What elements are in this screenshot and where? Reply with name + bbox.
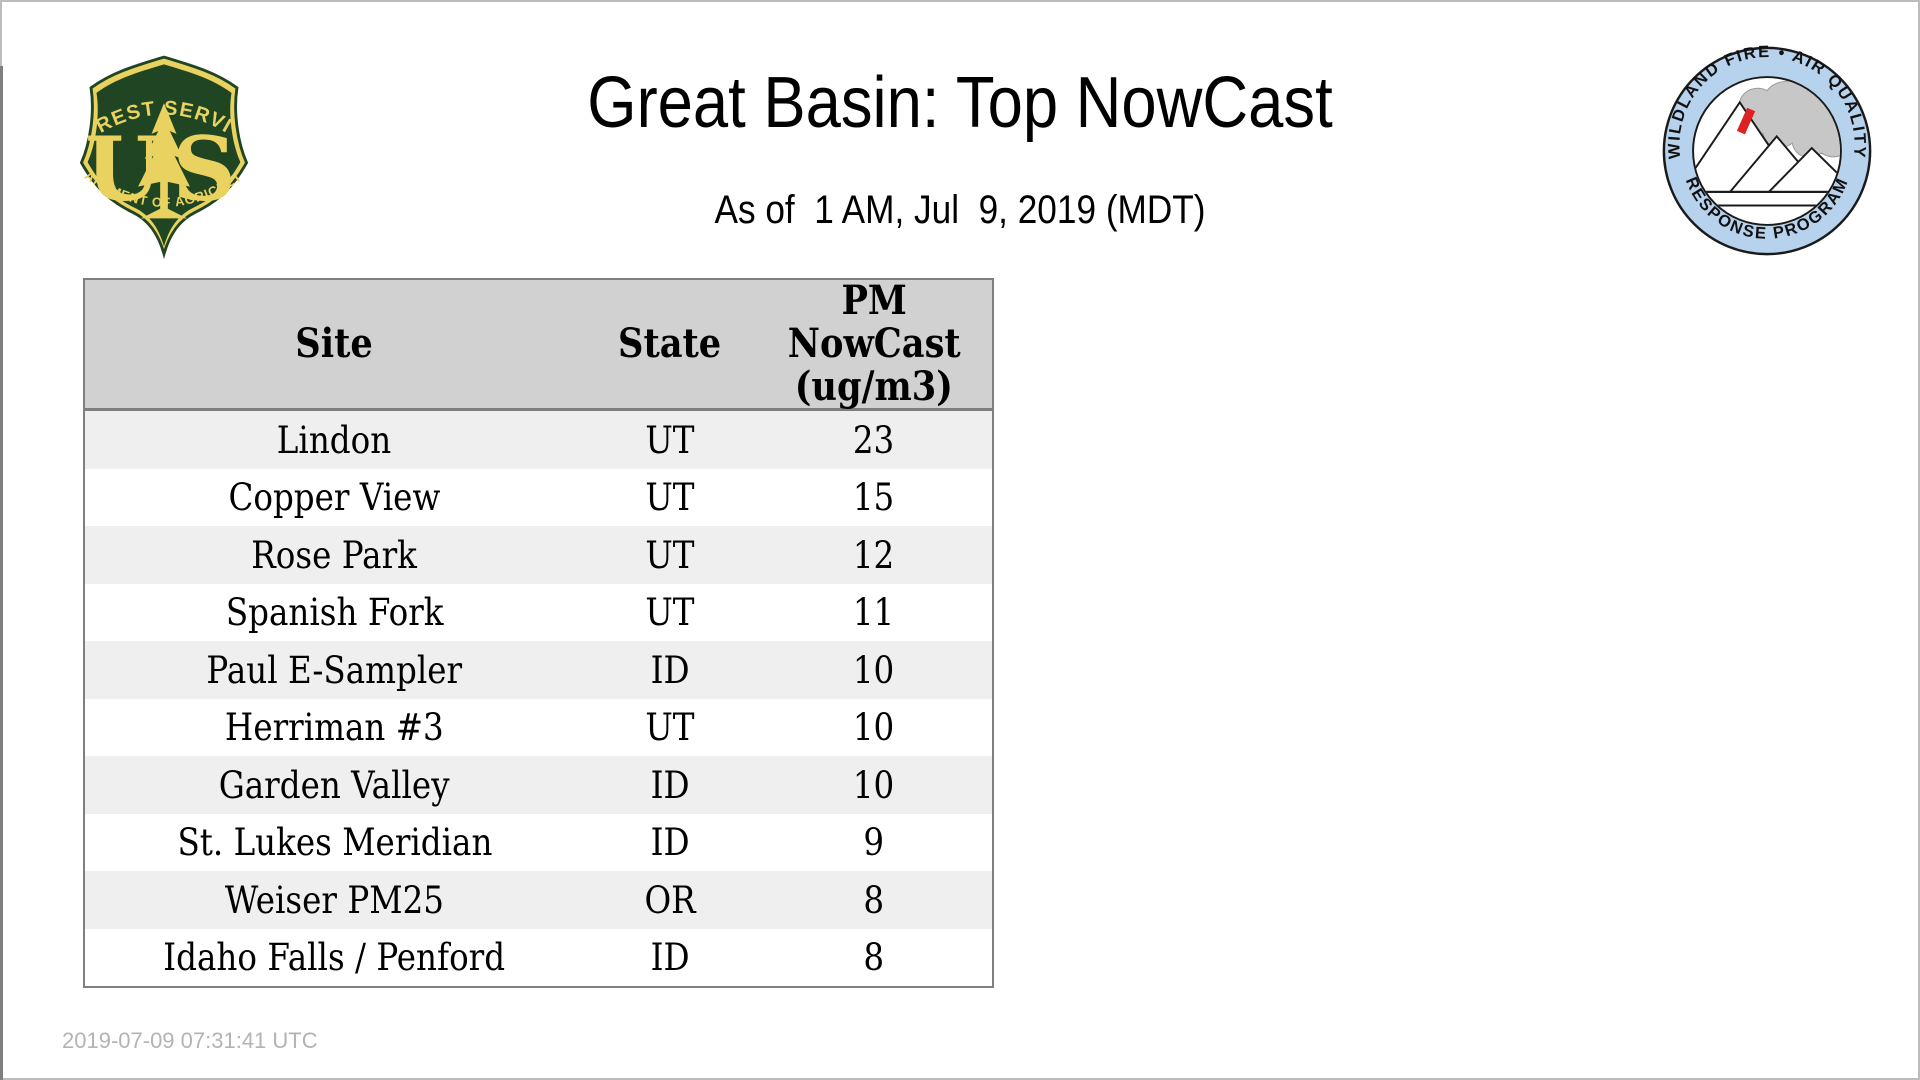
state-cell: ID bbox=[650, 763, 690, 807]
value-cell: 11 bbox=[853, 591, 895, 635]
value-cell: 23 bbox=[853, 418, 895, 462]
value-cell: 8 bbox=[863, 936, 885, 980]
state-cell: UT bbox=[645, 418, 695, 462]
forest-service-logo: FOREST SERVICE U S DEPARTMENT OF AGRICUL… bbox=[68, 49, 249, 260]
state-cell: UT bbox=[645, 706, 695, 750]
site-cell: Spanish Fork bbox=[225, 591, 444, 635]
table-row: Weiser PM25 OR 8 bbox=[84, 871, 993, 929]
value-cell: 10 bbox=[853, 763, 895, 807]
table-row: Garden Valley ID 10 bbox=[84, 756, 993, 814]
generated-timestamp: 2019-07-09 07:31:41 UTC bbox=[62, 1028, 318, 1053]
value-cell: 9 bbox=[863, 821, 885, 865]
table-row: Paul E-Sampler ID 10 bbox=[84, 641, 993, 699]
table-row: Rose Park UT 12 bbox=[84, 526, 993, 584]
site-cell: St. Lukes Meridian bbox=[177, 821, 492, 865]
value-cell: 10 bbox=[853, 648, 895, 692]
page-title: Great Basin: Top NowCast bbox=[587, 63, 1333, 143]
value-cell: 10 bbox=[853, 706, 895, 750]
pine-tree-base bbox=[140, 201, 188, 219]
table-row: Lindon UT 23 bbox=[84, 409, 993, 469]
site-cell: Herriman #3 bbox=[225, 706, 444, 750]
value-cell: 15 bbox=[853, 476, 895, 520]
site-cell: Weiser PM25 bbox=[224, 878, 445, 922]
state-cell: ID bbox=[650, 821, 690, 865]
site-cell: Paul E-Sampler bbox=[206, 648, 463, 692]
state-cell: UT bbox=[645, 476, 695, 520]
state-cell: OR bbox=[644, 878, 696, 922]
state-cell: UT bbox=[645, 591, 695, 635]
state-cell: ID bbox=[650, 936, 690, 980]
value-cell: 12 bbox=[853, 533, 895, 577]
table-row: Spanish Fork UT 11 bbox=[84, 583, 993, 642]
usfs-letter-s: S bbox=[172, 117, 236, 221]
table-row: St. Lukes Meridian ID 9 bbox=[84, 813, 993, 872]
site-cell: Rose Park bbox=[251, 533, 418, 577]
state-cell: UT bbox=[645, 533, 695, 577]
table-row: Copper View UT 15 bbox=[84, 468, 993, 527]
column-header-site: Site bbox=[84, 279, 584, 412]
fire-mark-icon bbox=[1736, 107, 1756, 135]
site-cell: Idaho Falls / Penford bbox=[163, 936, 506, 980]
site-cell: Lindon bbox=[277, 418, 392, 462]
pine-tree-icon bbox=[138, 103, 190, 205]
window-edge-artifact bbox=[0, 66, 3, 1080]
site-cell: Garden Valley bbox=[219, 763, 450, 807]
page-subtitle: As of 1 AM, Jul 9, 2019 (MDT) bbox=[714, 188, 1206, 232]
column-header-state: State bbox=[584, 279, 756, 412]
site-cell: Copper View bbox=[228, 476, 441, 520]
table-row: Idaho Falls / Penford ID 8 bbox=[84, 928, 993, 988]
wildland-fire-air-quality-logo: WILDLAND FIRE • AIR QUALITY RESPONSE PRO… bbox=[1662, 42, 1872, 256]
state-cell: ID bbox=[650, 648, 690, 692]
nowcast-table: Site State PM NowCast (ug/m3) Lindon UT … bbox=[83, 278, 994, 989]
table-row: Herriman #3 UT 10 bbox=[84, 698, 993, 757]
table-header: Site State PM NowCast (ug/m3) bbox=[84, 279, 993, 412]
column-header-pm-nowcast: PM NowCast (ug/m3) bbox=[756, 279, 993, 412]
value-cell: 8 bbox=[863, 878, 885, 922]
